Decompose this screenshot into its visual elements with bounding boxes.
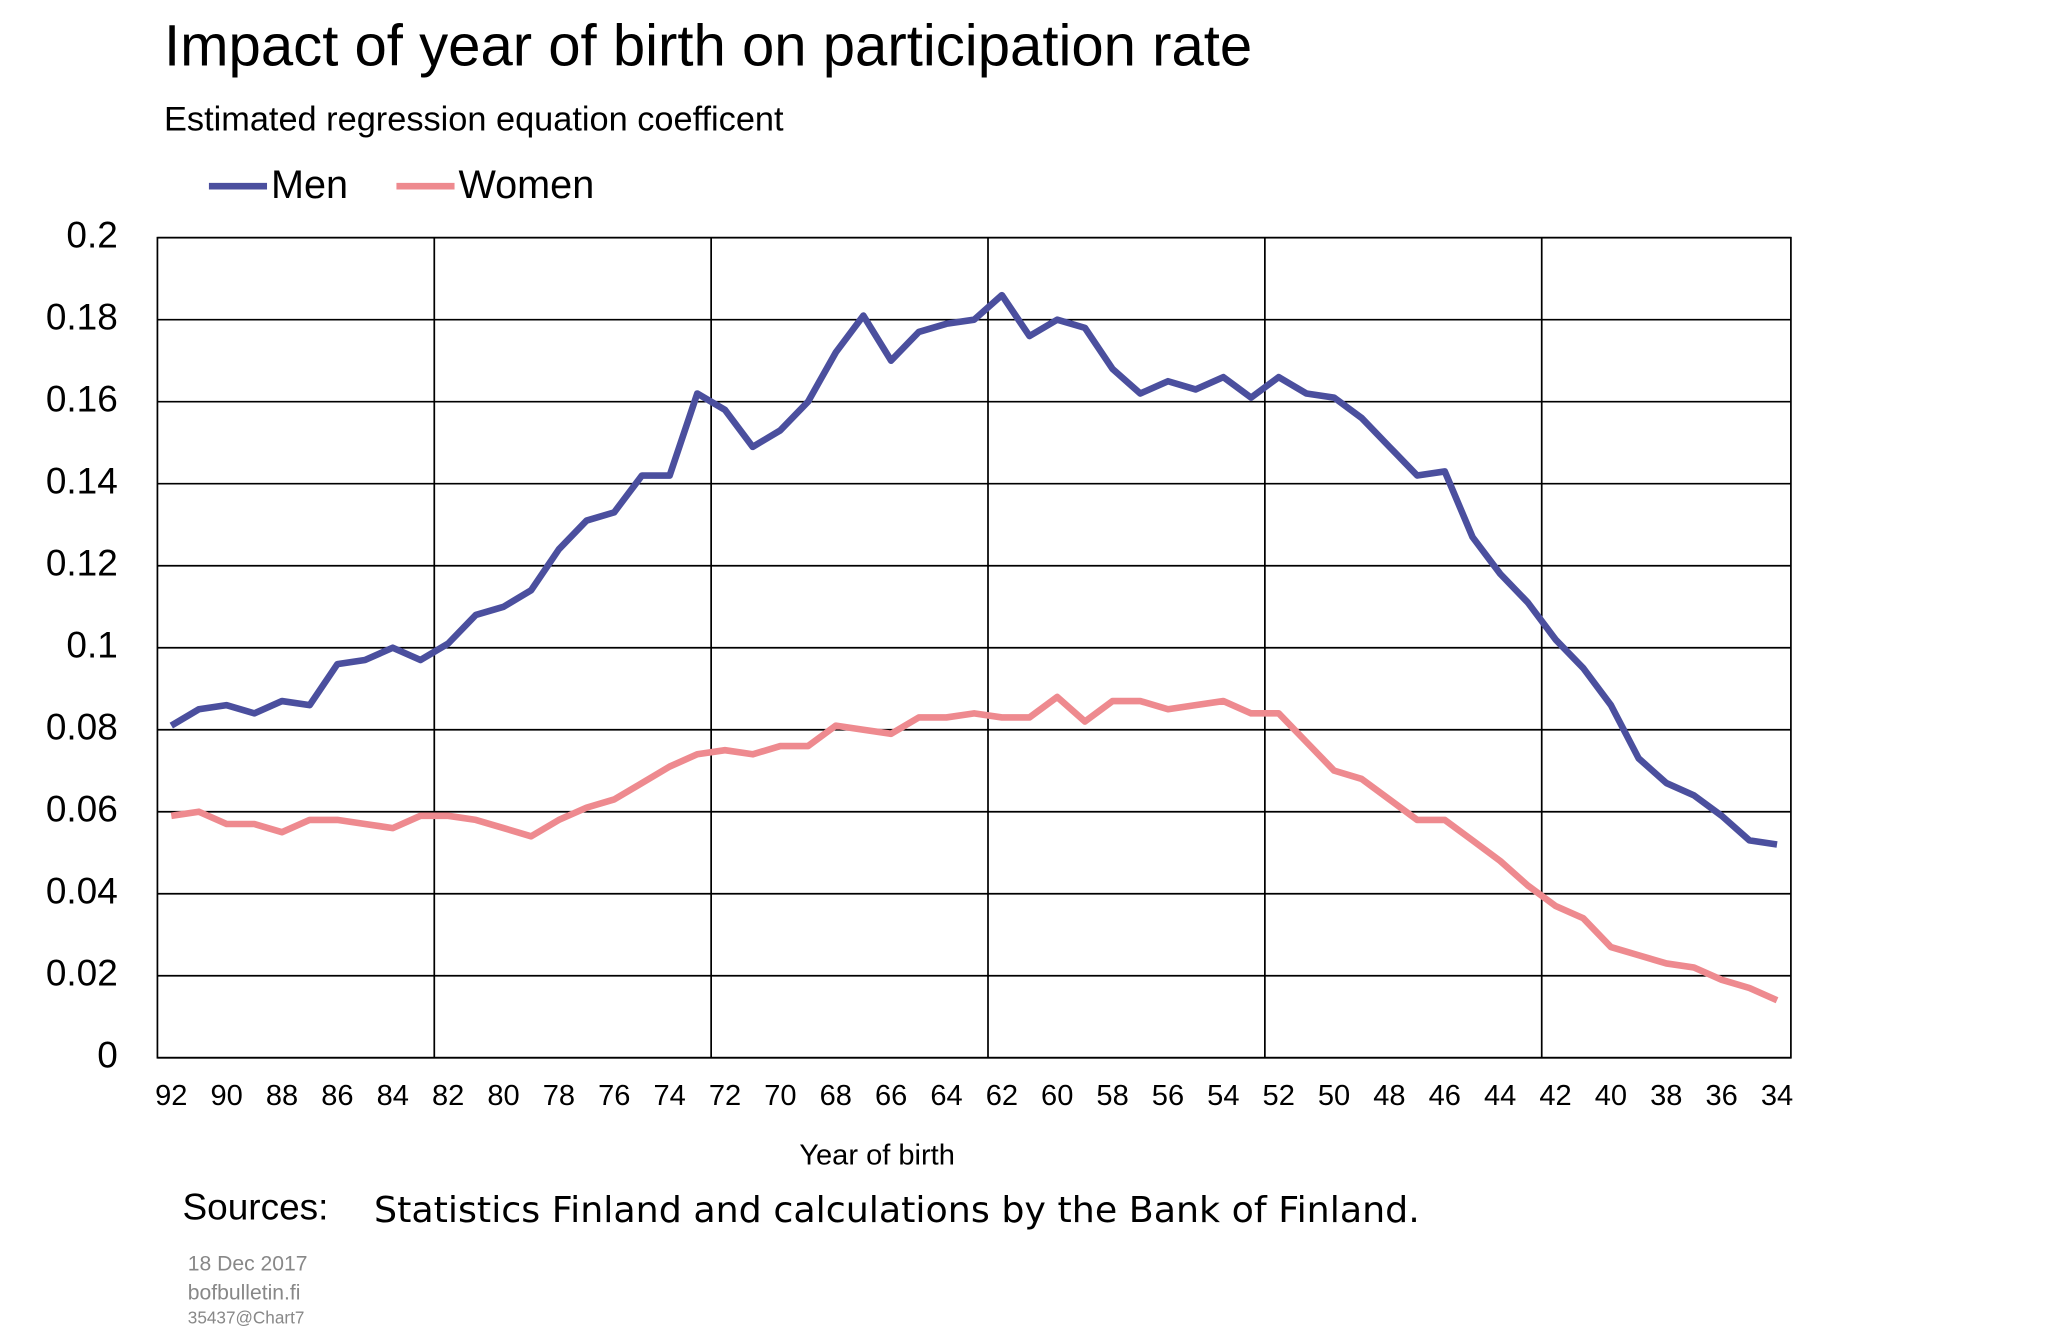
y-tick-label: 0.14 [46, 460, 118, 501]
footer-date: 18 Dec 2017 [188, 1253, 308, 1276]
series-line [169, 291, 1778, 848]
x-axis-label: Year of birth [799, 1139, 955, 1171]
legend-label: Women [459, 163, 595, 207]
x-tick-label: 68 [820, 1080, 852, 1112]
x-tick-label: 40 [1595, 1080, 1627, 1112]
x-tick-label: 90 [210, 1080, 242, 1112]
x-tick-label: 84 [377, 1080, 409, 1112]
x-tick-label: 86 [321, 1080, 353, 1112]
y-tick-label: 0.06 [46, 788, 118, 829]
footer-site: bofbulletin.fi [188, 1282, 301, 1305]
x-tick-label: 36 [1706, 1080, 1738, 1112]
source-text: Statistics Finland and calculations by t… [374, 1190, 1420, 1231]
footer-code: 35437@Chart7 [188, 1308, 305, 1328]
plot-frame [156, 236, 1792, 1059]
y-tick-label: 0.16 [46, 378, 118, 419]
y-tick-label: 0.08 [46, 706, 118, 747]
x-tick-label: 74 [653, 1080, 685, 1112]
chart-title: Impact of year of birth on participation… [164, 14, 1252, 79]
x-tick-label: 42 [1539, 1080, 1571, 1112]
x-tick-label: 58 [1096, 1080, 1128, 1112]
x-tick-label: 34 [1761, 1080, 1793, 1112]
x-tick-label: 88 [266, 1080, 298, 1112]
y-tick-label: 0.18 [46, 296, 118, 337]
y-tick-label: 0.02 [46, 952, 118, 993]
x-tick-label: 66 [875, 1080, 907, 1112]
x-tick-label: 72 [709, 1080, 741, 1112]
y-tick-label: 0 [97, 1034, 118, 1075]
y-tick-label: 0.12 [46, 542, 118, 583]
x-tick-label: 78 [543, 1080, 575, 1112]
x-tick-label: 92 [155, 1080, 187, 1112]
x-tick-label: 76 [598, 1080, 630, 1112]
x-tick-label: 70 [764, 1080, 796, 1112]
x-tick-label: 54 [1207, 1080, 1239, 1112]
x-tick-label: 50 [1318, 1080, 1350, 1112]
y-tick-label: 0.1 [66, 624, 117, 665]
x-tick-label: 56 [1152, 1080, 1184, 1112]
chart-subtitle: Estimated regression equation coefficent [164, 101, 784, 139]
x-tick-label: 44 [1484, 1080, 1516, 1112]
x-tick-label: 48 [1373, 1080, 1405, 1112]
series-line [170, 693, 1779, 1004]
x-tick-label: 60 [1041, 1080, 1073, 1112]
x-tick-label: 52 [1263, 1080, 1295, 1112]
y-tick-label: 0.2 [66, 214, 117, 255]
x-tick-label: 46 [1429, 1080, 1461, 1112]
source-label: Sources: [183, 1186, 329, 1227]
legend-label: Men [271, 163, 348, 207]
x-tick-label: 62 [986, 1080, 1018, 1112]
y-tick-label: 0.04 [46, 870, 118, 911]
x-tick-label: 64 [930, 1080, 962, 1112]
x-tick-label: 82 [432, 1080, 464, 1112]
x-tick-label: 80 [487, 1080, 519, 1112]
x-tick-label: 38 [1650, 1080, 1682, 1112]
